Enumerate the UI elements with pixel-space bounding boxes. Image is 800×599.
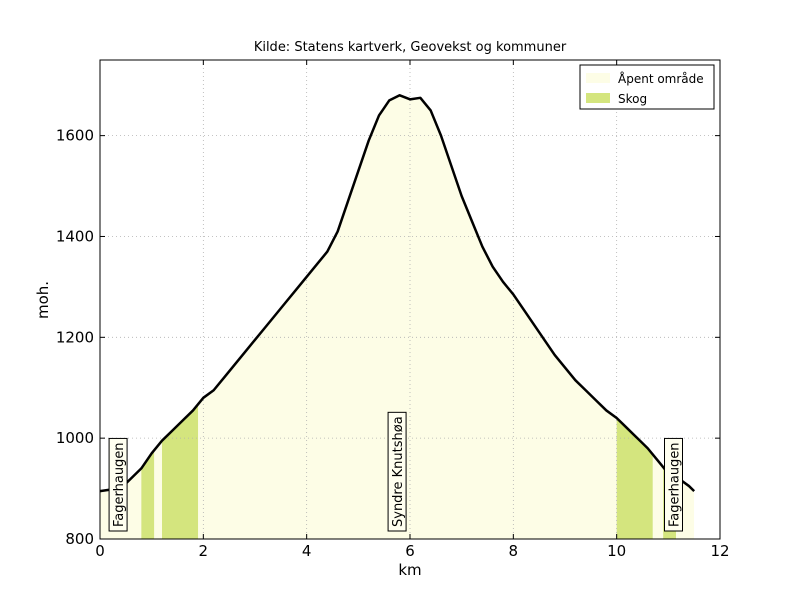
place-label-box-3 (664, 437, 683, 532)
place-label-group-1: Fagerhaugen (108, 437, 128, 532)
land-cover-segment-5 (198, 95, 617, 539)
y-tick-label-3: 1400 (56, 227, 94, 245)
legend-label-2: Skog (618, 92, 647, 106)
x-tick-label-6: 12 (710, 542, 729, 560)
place-label-box-2 (387, 411, 407, 532)
y-tick-label-1: 1000 (56, 429, 94, 447)
legend-swatch-1 (586, 73, 610, 83)
land-cover-segment-3 (154, 95, 162, 539)
plot-area: 0 2 4 6 8 10 12 800 1000 1200 1400 1600 Fagerhaugen S… (56, 59, 730, 560)
legend-label-1: Åpent område (618, 71, 704, 86)
profile-line (99, 94, 696, 493)
x-tick-label-4: 8 (509, 542, 519, 560)
gridlines (100, 60, 720, 539)
place-label-box-1 (108, 437, 128, 532)
land-cover-segment-4 (162, 95, 199, 539)
chart-title: Kilde: Statens kartverk, Geovekst og kom… (254, 40, 567, 55)
place-label-group-3: Fagerhaugen (664, 437, 683, 532)
x-axis-label: km (398, 561, 421, 579)
legend-swatch-2 (586, 93, 610, 103)
place-label-2: Syndre Knutshøa (391, 416, 406, 527)
x-tick-label-0: 0 (95, 542, 105, 560)
y-tick-label-4: 1600 (56, 127, 94, 145)
legend: Åpent område Skog (579, 64, 715, 110)
land-cover-segment-6 (616, 95, 653, 539)
ticks: 0 2 4 6 8 10 12 800 1000 1200 1400 1600 (56, 60, 730, 560)
x-tick-label-3: 6 (405, 542, 415, 560)
place-label-1: Fagerhaugen (112, 442, 127, 527)
place-label-group-2: Syndre Knutshøa (387, 411, 407, 532)
x-tick-label-2: 4 (302, 542, 312, 560)
y-axis-label: moh. (34, 281, 52, 319)
place-annotations: Fagerhaugen Syndre Knutshøa Fagerhaugen (108, 411, 683, 532)
y-tick-label-0: 800 (65, 530, 94, 548)
y-tick-label-2: 1200 (56, 328, 94, 346)
place-label-3: Fagerhaugen (668, 442, 683, 527)
x-tick-label-1: 2 (199, 542, 209, 560)
x-tick-label-5: 10 (607, 542, 626, 560)
